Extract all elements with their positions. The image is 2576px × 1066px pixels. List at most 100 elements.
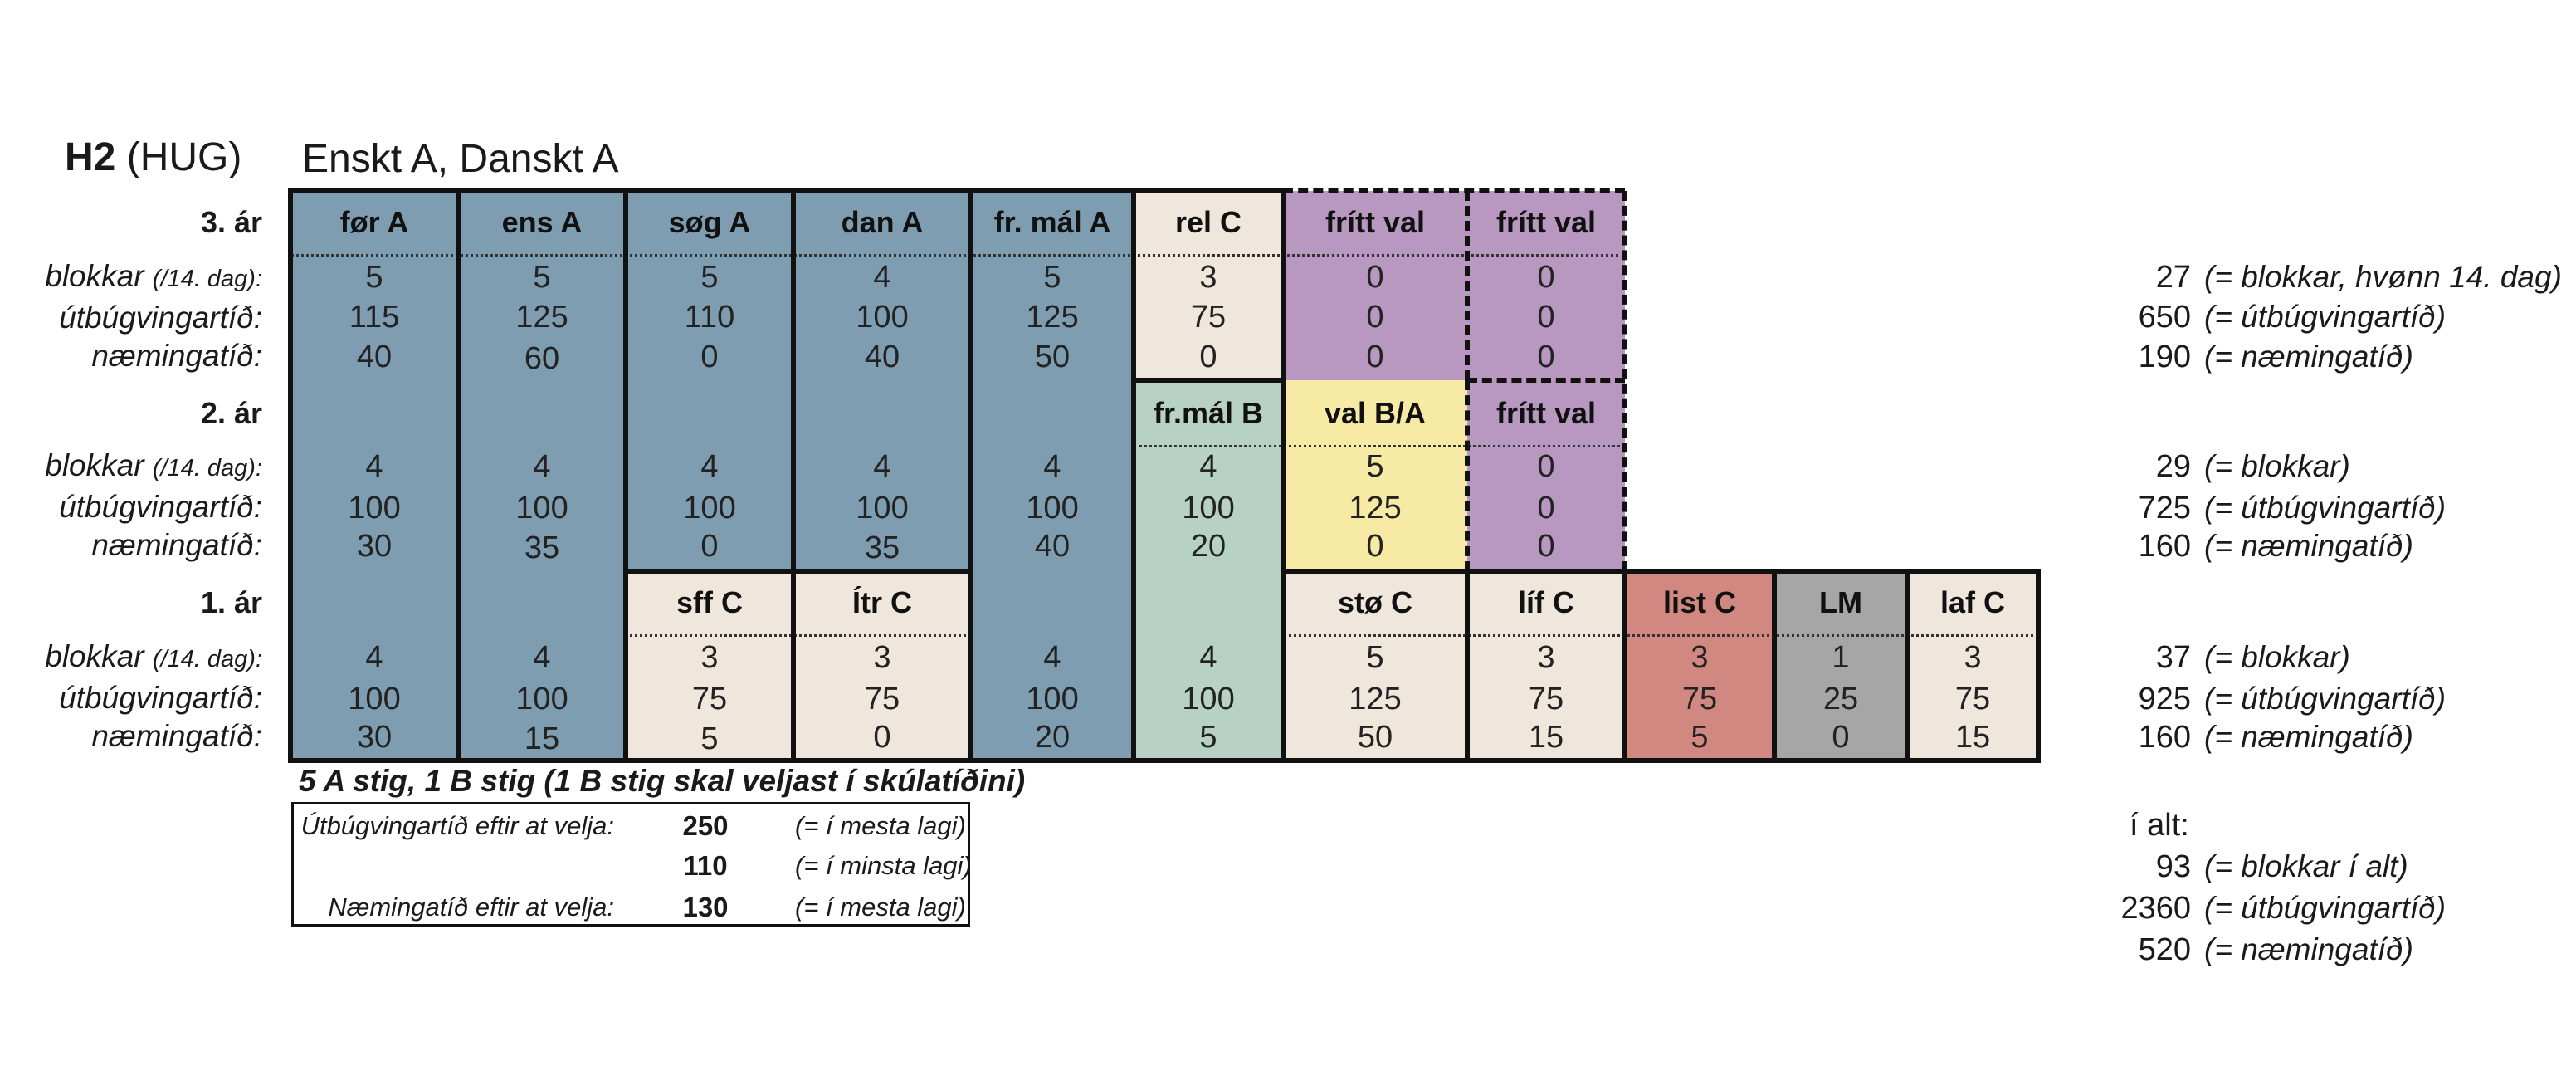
program-code-bold: H2: [65, 135, 116, 179]
cell-ens-a: [458, 191, 626, 760]
value-sto-c-neming: 50: [1357, 720, 1393, 755]
value-list-c-utbugving: 75: [1681, 682, 1718, 716]
value-fritt-val-1-neming: 0: [1366, 340, 1384, 374]
total-y1-neming-label: (= næmingatíð): [2204, 720, 2413, 754]
total-y2-neming-value: 160: [2138, 529, 2191, 564]
value-fritt-val-3-utbugving: 0: [1537, 491, 1555, 526]
total-y2-utbugving-value: 725: [2138, 491, 2191, 526]
year-label-3: 3. ár: [200, 205, 262, 239]
grid-line: [288, 188, 293, 763]
total-all-neming-label: (= næmingatíð): [2204, 932, 2413, 966]
value-for-a-y2-blokkar: 4: [365, 449, 383, 484]
grid-line: [288, 758, 2041, 763]
value-ens-a-y3-blokkar: 5: [533, 260, 551, 295]
value-dan-a-y2-utbugving: 100: [856, 491, 909, 526]
value-fritt-val-2-neming: 0: [1537, 340, 1555, 374]
cell-sto-c: [1283, 571, 1467, 760]
value-fr-mal-b-y2-utbugving: 100: [1182, 491, 1235, 526]
row-label-blokkar-text: blokkar: [45, 448, 144, 482]
value-itr-c-neming: 0: [873, 720, 891, 755]
row-label-blokkar-note: (/14. dag):: [152, 266, 262, 292]
total-y3-neming-value: 190: [2138, 340, 2191, 374]
value-rel-c-neming: 0: [1199, 340, 1217, 374]
header-fritt-val-3: frítt val: [1495, 396, 1597, 430]
total-y2-blokkar-label: (= blokkar): [2204, 449, 2350, 483]
value-fritt-val-1-utbugving: 0: [1366, 300, 1384, 335]
header-divider-y1b: [1283, 634, 2038, 637]
grid-line: [968, 188, 973, 763]
value-sto-c-utbugving: 125: [1349, 682, 1402, 716]
cell-val-b-a: [1283, 380, 1467, 571]
grid-line: [623, 569, 973, 574]
cell-fritt-val-1: [1283, 191, 1467, 380]
grid-line: [1281, 188, 1286, 763]
value-lm-utbugving: 25: [1822, 682, 1859, 716]
header-for-a: før A: [339, 205, 409, 239]
value-sff-c-neming: 5: [700, 721, 719, 756]
value-ens-a-y3-utbugving: 125: [515, 300, 568, 335]
value-lif-c-utbugving: 75: [1528, 682, 1564, 716]
cell-for-a: [290, 191, 458, 760]
value-ens-a-y1-blokkar: 4: [533, 640, 551, 675]
total-y2-blokkar-value: 29: [2155, 449, 2191, 484]
value-fr-mal-b-y1-utbugving: 100: [1182, 682, 1235, 716]
value-for-a-y2-neming: 30: [356, 529, 393, 564]
value-dan-a-y2-blokkar: 4: [873, 449, 891, 484]
grid-line: [1772, 569, 1777, 763]
value-val-b-a-blokkar: 5: [1366, 449, 1384, 484]
header-fritt-val-1: frítt val: [1325, 205, 1426, 239]
value-ens-a-y2-neming: 35: [524, 531, 560, 565]
choice-row-value: 130: [682, 892, 729, 922]
total-y3-utbugving-value: 650: [2138, 300, 2191, 335]
value-for-a-y3-blokkar: 5: [365, 260, 383, 295]
value-sog-a-y3-neming: 0: [700, 340, 719, 374]
value-for-a-y1-neming: 30: [356, 720, 393, 755]
value-ens-a-y1-utbugving: 100: [515, 682, 568, 716]
dashed-border: [1465, 380, 1470, 571]
page-title: Enskt A, Danskt A: [302, 137, 619, 181]
row-label-blokkar-text: blokkar: [45, 259, 144, 293]
value-lif-c-blokkar: 3: [1537, 640, 1555, 675]
value-ens-a-y2-blokkar: 4: [533, 449, 551, 484]
cell-sff-c: [626, 571, 793, 760]
value-fr-mal-a-y1-utbugving: 100: [1026, 682, 1079, 716]
value-laf-c-blokkar: 3: [1964, 640, 1982, 675]
total-all-utbugving-value: 2360: [2120, 891, 2191, 926]
value-fr-mal-a-y2-utbugving: 100: [1026, 491, 1079, 526]
grid-line: [623, 188, 628, 763]
choice-row-value: 110: [683, 850, 728, 881]
grid-line: [791, 188, 796, 763]
row-label-utbugving: útbúgvingartíð:: [59, 301, 262, 335]
row-label-blokkar-note: (/14. dag):: [152, 646, 262, 672]
stig-note: 5 A stig, 1 B stig (1 B stig skal veljas…: [299, 764, 1026, 798]
header-sto-c: stø C: [1338, 585, 1412, 619]
choice-row-note: (= í mesta lagi): [795, 892, 966, 922]
header-list-c: list C: [1662, 585, 1736, 619]
cell-fr-mal-b: [1134, 380, 1283, 760]
value-fr-mal-a-y3-blokkar: 5: [1043, 260, 1061, 295]
value-fr-mal-b-y2-blokkar: 4: [1199, 449, 1217, 484]
value-rel-c-utbugving: 75: [1190, 300, 1227, 335]
value-sog-a-y3-blokkar: 5: [700, 260, 719, 295]
total-y3-neming-label: (= næmingatíð): [2204, 340, 2413, 374]
header-laf-c: laf C: [1939, 585, 2005, 619]
value-fr-mal-b-y2-neming: 20: [1190, 529, 1227, 564]
value-dan-a-y3-neming: 40: [864, 340, 900, 374]
value-lif-c-neming: 15: [1528, 720, 1564, 755]
header-divider-y1a: [626, 634, 971, 637]
total-all-neming-value: 520: [2138, 932, 2191, 967]
cell-lm: [1774, 571, 1907, 760]
dashed-border: [1467, 378, 1625, 383]
header-divider-y2: [1134, 445, 1625, 447]
grid-line: [1622, 569, 1627, 763]
value-sff-c-utbugving: 75: [691, 682, 728, 716]
choice-row-label: Næmingatíð eftir at velja:: [328, 892, 614, 922]
total-y2-neming-label: (= næmingatíð): [2204, 529, 2413, 563]
grid-line: [1131, 188, 1136, 763]
grid-line: [288, 188, 1286, 193]
year-label-2: 2. ár: [200, 396, 262, 430]
cell-lif-c: [1467, 571, 1625, 760]
value-fr-mal-a-y3-neming: 50: [1034, 340, 1071, 374]
value-for-a-y3-utbugving: 115: [349, 300, 400, 335]
value-for-a-y1-utbugving: 100: [348, 682, 401, 716]
